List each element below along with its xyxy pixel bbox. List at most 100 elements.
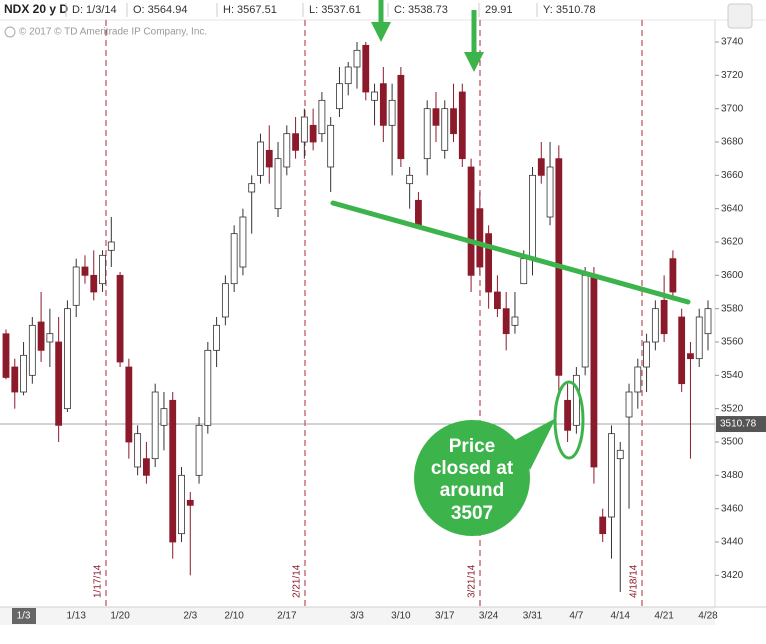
candle-body (300, 116, 308, 143)
callout-text: Price (449, 436, 495, 457)
candle-body (643, 341, 650, 368)
event-label: 1/17/14 (93, 564, 104, 598)
quote-field: L: 3537.61 (309, 4, 361, 16)
candle-body (564, 399, 571, 431)
candle-body (195, 424, 203, 476)
x-tick-label: 3/24 (479, 611, 499, 622)
x-tick-label: 3/17 (435, 611, 455, 622)
arrow-head (371, 22, 391, 42)
candle-body (257, 141, 264, 176)
candle-body (248, 183, 256, 193)
candle-body (221, 283, 229, 318)
x-tick-label: 3/31 (523, 611, 543, 622)
candle-body (704, 308, 712, 335)
quote-field: O: 3564.94 (133, 4, 187, 16)
candle-body (81, 266, 89, 276)
callout-text: 3507 (451, 503, 493, 524)
candle-body (72, 266, 80, 306)
candle-body (616, 449, 624, 460)
candle-body (625, 391, 633, 418)
candle-body (634, 366, 642, 393)
candle-body (309, 124, 317, 143)
x-tick-label: 4/28 (698, 611, 718, 622)
quote-field: Y: 3510.78 (543, 4, 596, 16)
candle-body (265, 149, 273, 168)
candle-body (458, 91, 466, 160)
candle-body (151, 391, 159, 460)
candle-body (546, 166, 554, 218)
candle-body (64, 308, 71, 410)
candle-body (213, 324, 221, 351)
y-tick-label: 3660 (721, 170, 744, 181)
y-tick-label: 3460 (721, 503, 744, 514)
x-tick-label: 2/10 (224, 611, 244, 622)
candle-body (336, 83, 343, 110)
x-tick-label: 2/3 (183, 611, 197, 622)
y-tick-label: 3620 (721, 237, 744, 248)
y-tick-label: 3500 (721, 437, 744, 448)
y-tick-label: 3700 (721, 103, 744, 114)
callout-text: closed at (431, 458, 514, 479)
candle-body (608, 433, 615, 518)
x-axis-bar (0, 607, 715, 625)
candle-body (502, 308, 510, 335)
candle-body (178, 474, 185, 535)
candle-body (37, 321, 45, 351)
y-tick-label: 3720 (721, 70, 744, 81)
x-tick-label: 1/20 (110, 611, 130, 622)
candle-body (669, 258, 677, 293)
candle-body (467, 166, 475, 276)
candle-body (55, 341, 63, 426)
quote-field: C: 3538.73 (394, 4, 448, 16)
candle-body (537, 158, 545, 176)
x-tick-label: 2/17 (277, 611, 297, 622)
y-tick-label: 3480 (721, 470, 744, 481)
candle-body (160, 408, 168, 426)
event-label: 4/18/14 (629, 564, 640, 598)
candle-body (406, 174, 414, 185)
candle-body (90, 274, 98, 293)
candle-body (450, 108, 457, 135)
y-tick-label: 3740 (721, 37, 744, 48)
candle-body (28, 324, 36, 376)
candle-body (353, 49, 361, 68)
copyright: © 2017 © TD Ameritrade IP Company, Inc. (19, 27, 207, 38)
last-price-label: 3510.78 (720, 419, 757, 430)
candle-body (687, 353, 694, 360)
candle-body (476, 208, 484, 268)
candle-body (651, 308, 659, 343)
candle-body (362, 44, 370, 93)
candle-body (344, 66, 352, 85)
settings-icon[interactable] (727, 3, 753, 29)
arrow-head (464, 52, 484, 72)
candle-body (46, 333, 54, 343)
x-tick-label: 1/13 (66, 611, 86, 622)
candle-body (511, 316, 519, 326)
quote-field: H: 3567.51 (223, 4, 277, 16)
candle-body (599, 516, 607, 535)
candle-body (134, 433, 142, 468)
y-tick-label: 3680 (721, 137, 744, 148)
x-tick-label: 4/14 (611, 611, 631, 622)
candle-body (441, 108, 449, 151)
y-tick-label: 3600 (721, 270, 744, 281)
candle-body (388, 99, 396, 126)
trend-line (330, 200, 691, 305)
event-label: 2/21/14 (292, 564, 303, 598)
candle-body (142, 458, 150, 476)
candle-body (283, 133, 291, 168)
candle-body (678, 316, 686, 385)
candle-body (379, 83, 387, 126)
candle-body (485, 233, 493, 293)
x-label-box (12, 608, 36, 624)
x-tick-label: 3/3 (350, 611, 364, 622)
x-tick-label: 1/3 (17, 611, 31, 622)
candle-body (327, 124, 335, 168)
candle-body (371, 91, 378, 101)
candle-body (292, 133, 299, 151)
callout-text: around (440, 480, 504, 501)
candle-body (318, 99, 326, 135)
y-tick-label: 3560 (721, 337, 744, 348)
